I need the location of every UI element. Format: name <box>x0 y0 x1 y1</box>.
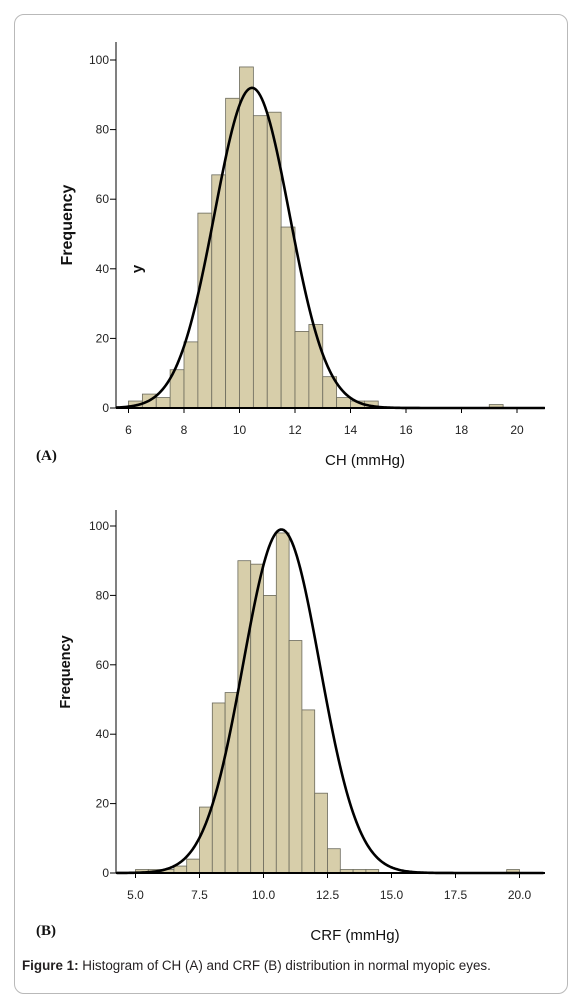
panel-b-x-tick-label-0: 5.0 <box>127 888 144 902</box>
panel-a-y-tick-label-1: 20 <box>96 331 110 345</box>
panel-a-tag: (A) <box>36 448 57 464</box>
panel-a-stray-label: y <box>129 264 146 273</box>
panel-b-bar-13 <box>301 709 316 874</box>
panel-a-y-tick-label-5: 100 <box>89 53 109 67</box>
panel-b-bar-12 <box>288 640 303 874</box>
panel-a-x-tick-label-1: 8 <box>181 423 188 437</box>
figure-frame <box>14 14 568 994</box>
panel-a-bar-11 <box>280 226 296 409</box>
panel-b-x-tick-label-2: 10.0 <box>252 888 276 902</box>
caption-label: Figure 1: <box>22 958 79 973</box>
caption-text: Histogram of CH (A) and CRF (B) distribu… <box>78 958 491 973</box>
panel-b-bar-10 <box>263 595 277 874</box>
panel-b-x-axis-title: CRF (mmHg) <box>310 927 399 944</box>
panel-b-normal-curve <box>116 528 544 875</box>
panel-b-y-tick-label-3: 60 <box>96 658 110 672</box>
panel-b-x-tick-label-4: 15.0 <box>380 888 404 902</box>
panel-b-x-tick-label-1: 7.5 <box>191 888 208 902</box>
panel-a-bar-15 <box>336 397 351 409</box>
panel-a-x-axis-title: CH (mmHg) <box>325 452 405 469</box>
panel-a-x-tick-label-2: 10 <box>233 423 247 437</box>
panel-a-x-tick-label-5: 16 <box>399 423 413 437</box>
panel-b-y-tick-label-0: 0 <box>102 866 109 880</box>
panel-a-bar-4 <box>183 341 199 409</box>
panel-a-bar-9 <box>252 115 268 409</box>
panel-b-x-tick-label-5: 17.5 <box>444 888 468 902</box>
panel-a-bar-8 <box>239 66 254 409</box>
panel-a-x-tick-label-3: 12 <box>288 423 302 437</box>
panel-a-y-tick-label-3: 60 <box>96 192 110 206</box>
panel-b-y-axis-title: Frequency <box>58 635 74 708</box>
figure-caption: Figure 1: Histogram of CH (A) and CRF (B… <box>22 958 567 973</box>
panel-b-bar-14 <box>314 792 328 874</box>
panel-a-x-tick-label-4: 14 <box>344 423 358 437</box>
panel-b-bar-5 <box>199 806 213 874</box>
panel-b-bar-15 <box>327 848 341 874</box>
panel-b-bar-6 <box>211 702 226 874</box>
panel-a-y-axis-title: Frequency <box>59 184 76 265</box>
panel-b-bar-8 <box>237 560 252 874</box>
panel-b-tag: (B) <box>36 923 56 939</box>
panel-a-y-tick-label-4: 80 <box>96 123 110 137</box>
panel-b-y-tick-label-2: 40 <box>96 727 110 741</box>
panel-a-normal-curve <box>116 86 545 410</box>
panel-b-y-tick-label-4: 80 <box>96 588 110 602</box>
panel-a-bar-6 <box>211 174 227 409</box>
panel-a-y-tick-label-2: 40 <box>96 262 110 276</box>
panel-b-bar-11 <box>275 532 290 874</box>
panel-b-y-tick-label-1: 20 <box>96 797 110 811</box>
panel-b-x-tick-label-6: 20.0 <box>508 888 532 902</box>
panel-a-x-tick-label-0: 6 <box>125 423 132 437</box>
panel-a-bar-12 <box>294 331 310 409</box>
panel-b-y-tick-label-5: 100 <box>89 519 109 533</box>
panel-b-bar-3 <box>173 865 188 874</box>
panel-b-bar-4 <box>186 858 200 874</box>
panel-a-y-tick-label-0: 0 <box>102 401 109 415</box>
panel-a-bar-2 <box>155 397 171 409</box>
panel-b-x-tick-label-3: 12.5 <box>316 888 340 902</box>
panel-a-x-tick-label-6: 18 <box>455 423 469 437</box>
panel-a-x-tick-label-7: 20 <box>510 423 524 437</box>
